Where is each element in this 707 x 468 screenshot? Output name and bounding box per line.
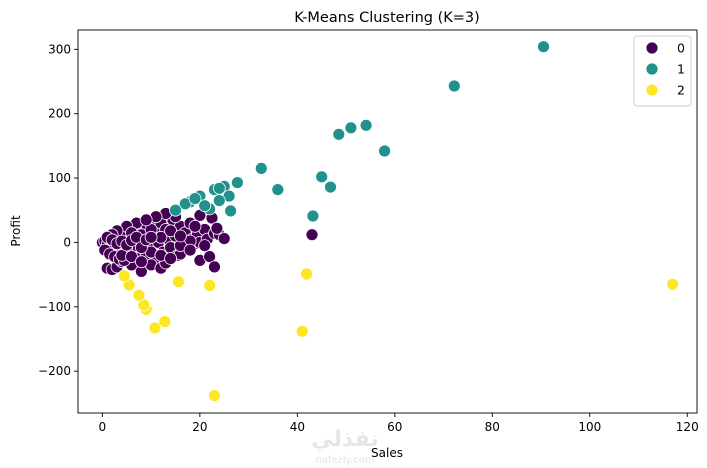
cluster-2-point <box>148 321 162 335</box>
chart-title: K-Means Clustering (K=3) <box>294 10 480 26</box>
legend-marker-0 <box>645 41 659 55</box>
cluster-0-point <box>188 219 202 233</box>
cluster-1-point <box>306 209 320 223</box>
cluster-0-point <box>164 252 178 265</box>
x-tick-label: 40 <box>290 420 305 434</box>
cluster-1-point <box>359 118 373 132</box>
data-points <box>96 40 679 403</box>
x-axis-label: Sales <box>371 446 403 460</box>
cluster-1-point <box>212 194 226 208</box>
y-tick-label: 200 <box>48 107 71 121</box>
y-tick-label: −200 <box>38 364 71 378</box>
cluster-1-point <box>254 161 268 175</box>
cluster-2-point <box>171 275 185 289</box>
cluster-2-point <box>117 269 131 283</box>
cluster-1-point <box>224 204 238 218</box>
cluster-0-point <box>198 239 212 253</box>
y-tick-label: −100 <box>38 300 71 314</box>
cluster-1-point <box>188 192 202 206</box>
legend-marker-2 <box>645 83 659 97</box>
cluster-0-point <box>203 250 217 264</box>
cluster-1-point <box>212 181 226 195</box>
x-tick-label: 100 <box>578 420 601 434</box>
cluster-0-point <box>134 255 148 269</box>
legend-label-2: 2 <box>677 83 685 98</box>
x-tick-label: 120 <box>676 420 699 434</box>
cluster-1-point <box>169 203 182 217</box>
cluster-1-point <box>537 40 550 54</box>
x-tick-label: 0 <box>99 420 107 434</box>
cluster-1-point <box>198 199 212 213</box>
legend-marker-1 <box>645 62 659 76</box>
cluster-2-point <box>208 389 221 403</box>
cluster-0-point <box>144 230 158 244</box>
cluster-1-point <box>332 127 346 141</box>
cluster-1-point <box>324 180 337 194</box>
cluster-1-point <box>378 144 392 158</box>
x-tick-label: 20 <box>192 420 207 434</box>
x-tick-label: 80 <box>485 420 500 434</box>
y-axis-label: Profit <box>9 215 23 247</box>
cluster-1-point <box>230 176 244 190</box>
legend-label-0: 0 <box>677 41 685 56</box>
cluster-2-point <box>300 267 314 281</box>
cluster-2-point <box>132 288 146 302</box>
y-tick-label: 100 <box>48 171 71 185</box>
cluster-0-point <box>305 228 319 242</box>
cluster-2-point <box>203 279 217 292</box>
cluster-1-point <box>271 183 285 197</box>
cluster-0-point <box>173 229 187 243</box>
cluster-2-point <box>666 277 679 291</box>
watermark-logo-text: نفذلي <box>311 427 378 452</box>
legend: 0 1 2 <box>633 35 692 107</box>
watermark-url-text: nafezly.com <box>315 455 374 466</box>
cluster-0-point <box>139 213 153 227</box>
cluster-1-point <box>315 170 329 184</box>
cluster-1-point <box>447 79 461 93</box>
cluster-2-point <box>158 315 172 329</box>
y-tick-label: 0 <box>63 235 71 249</box>
cluster-0-point <box>183 243 197 257</box>
legend-label-1: 1 <box>677 62 685 77</box>
cluster-0-point <box>210 221 224 235</box>
y-tick-label: 300 <box>48 42 71 56</box>
cluster-2-point <box>295 324 309 338</box>
cluster-1-point <box>178 197 192 211</box>
cluster-1-point <box>344 121 358 135</box>
x-tick-label: 60 <box>387 420 402 434</box>
cluster-0-point <box>217 232 231 246</box>
cluster-0-point <box>164 224 178 238</box>
cluster-0-point <box>208 260 221 274</box>
